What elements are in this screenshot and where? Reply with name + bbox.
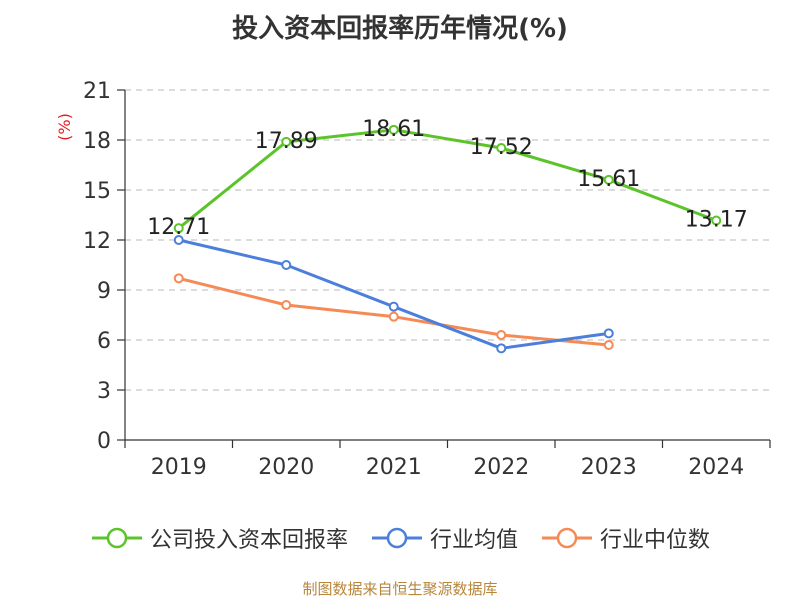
x-tick-label: 2022: [473, 455, 529, 480]
data-point: [496, 143, 507, 153]
legend-circle: [556, 527, 578, 549]
y-tick-label: 12: [83, 229, 111, 254]
y-tick-label: 15: [83, 179, 111, 204]
legend-marker-icon: [91, 527, 142, 549]
data-point: [281, 260, 292, 270]
legend-label: 公司投入资本回报率: [149, 528, 348, 553]
data-point: [603, 340, 614, 350]
axes: 0 3 6 9 12 15 18 21 2019 2020 2021 2022 2023 2024: [83, 79, 771, 480]
x-tick-label: 2021: [366, 455, 422, 480]
y-tick-label: 0: [97, 429, 111, 454]
chart-title: 投入资本回报率历年情况(%): [232, 14, 568, 44]
legend-label: 行业均值: [429, 528, 518, 553]
data-point: [603, 328, 614, 339]
x-tick-label: 2024: [688, 455, 744, 480]
data-label: 12.71: [147, 215, 210, 240]
x-tick-label: 2023: [581, 455, 637, 480]
data-label: 18.61: [362, 117, 425, 142]
data-label: 15.61: [577, 167, 640, 192]
legend-item: 行业中位数: [540, 522, 710, 554]
data-point: [711, 215, 722, 226]
source-note: 制图数据来自恒生聚源数据库: [302, 580, 498, 598]
data-point: [173, 273, 184, 284]
data-point: [388, 301, 399, 312]
series-lines: [173, 124, 722, 354]
data-point: [388, 311, 399, 322]
legend-marker-icon: [371, 527, 422, 549]
data-point: [496, 330, 507, 340]
data-point: [281, 300, 292, 310]
data-label: 17.89: [255, 129, 318, 154]
series-line: [177, 128, 717, 230]
data-point: [388, 124, 399, 135]
y-tick-label: 21: [83, 79, 111, 104]
y-axis-unit-label: (%): [55, 113, 74, 141]
x-tick-label: 2020: [258, 455, 314, 480]
legend-item: 公司投入资本回报率: [90, 522, 348, 554]
legend-circle: [386, 527, 408, 549]
legend: 公司投入资本回报率 行业均值 行业中位数: [0, 518, 800, 558]
x-tick-label: 2019: [151, 455, 207, 480]
y-tick-label: 9: [97, 279, 111, 304]
y-tick-label: 3: [97, 379, 111, 404]
data-labels: 12.71 17.89 18.61 17.52 15.61 13.17: [147, 117, 747, 240]
data-point: [496, 343, 507, 354]
data-point: [173, 223, 184, 234]
legend-marker-icon: [542, 527, 592, 549]
grid-lines: [125, 89, 770, 391]
y-tick-label: 18: [83, 129, 111, 154]
data-label: 17.52: [470, 135, 533, 160]
data-point: [603, 174, 614, 185]
legend-circle: [106, 527, 128, 549]
data-label: 13.17: [685, 208, 748, 233]
legend-label: 行业中位数: [600, 528, 711, 553]
legend-item: 行业均值: [370, 522, 518, 554]
data-point: [281, 136, 292, 147]
data-point: [173, 235, 184, 245]
y-tick-label: 6: [97, 329, 111, 354]
